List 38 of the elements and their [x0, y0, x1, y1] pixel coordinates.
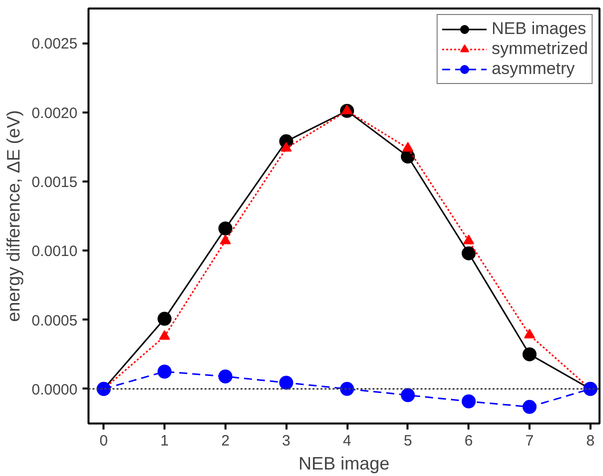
point	[279, 376, 294, 390]
y-axis-title: energy difference, ΔE (eV)	[4, 110, 24, 322]
point	[158, 312, 172, 326]
x-tick-label: 1	[160, 432, 169, 450]
y-tick-label: 0.0025	[32, 36, 78, 53]
point	[462, 246, 476, 260]
legend-label: NEB images	[492, 19, 586, 39]
x-tick-label: 2	[221, 432, 230, 450]
point	[220, 234, 231, 244]
x-tick-label: 7	[525, 432, 534, 450]
y-tick-label: 0.0005	[32, 312, 78, 330]
legend-label: asymmetry	[492, 59, 575, 79]
point	[218, 221, 232, 236]
x-tick-label: 3	[282, 432, 290, 450]
point	[463, 234, 474, 244]
x-tick-label: 8	[586, 432, 595, 450]
x-tick-label: 6	[464, 432, 473, 450]
x-tick-label: 0	[100, 432, 108, 450]
point	[522, 347, 537, 362]
point	[402, 142, 414, 152]
x-tick-label: 4	[342, 432, 352, 450]
point	[462, 394, 476, 408]
y-tick-label: 0.0010	[32, 243, 78, 260]
y-tick-label: 0.0015	[32, 174, 78, 191]
y-tick-label: 0.0000	[32, 381, 78, 398]
legend-label: symmetrized	[492, 39, 588, 59]
point	[159, 330, 170, 340]
point	[342, 104, 353, 114]
point	[280, 142, 292, 152]
point	[524, 328, 536, 338]
y-tick-label: 0.0020	[32, 104, 78, 122]
point	[400, 388, 415, 402]
x-axis-title: NEB image	[298, 454, 390, 474]
point	[340, 382, 354, 396]
point	[522, 400, 537, 414]
point	[158, 364, 172, 379]
point	[218, 369, 232, 384]
x-tick-label: 5	[404, 432, 412, 450]
